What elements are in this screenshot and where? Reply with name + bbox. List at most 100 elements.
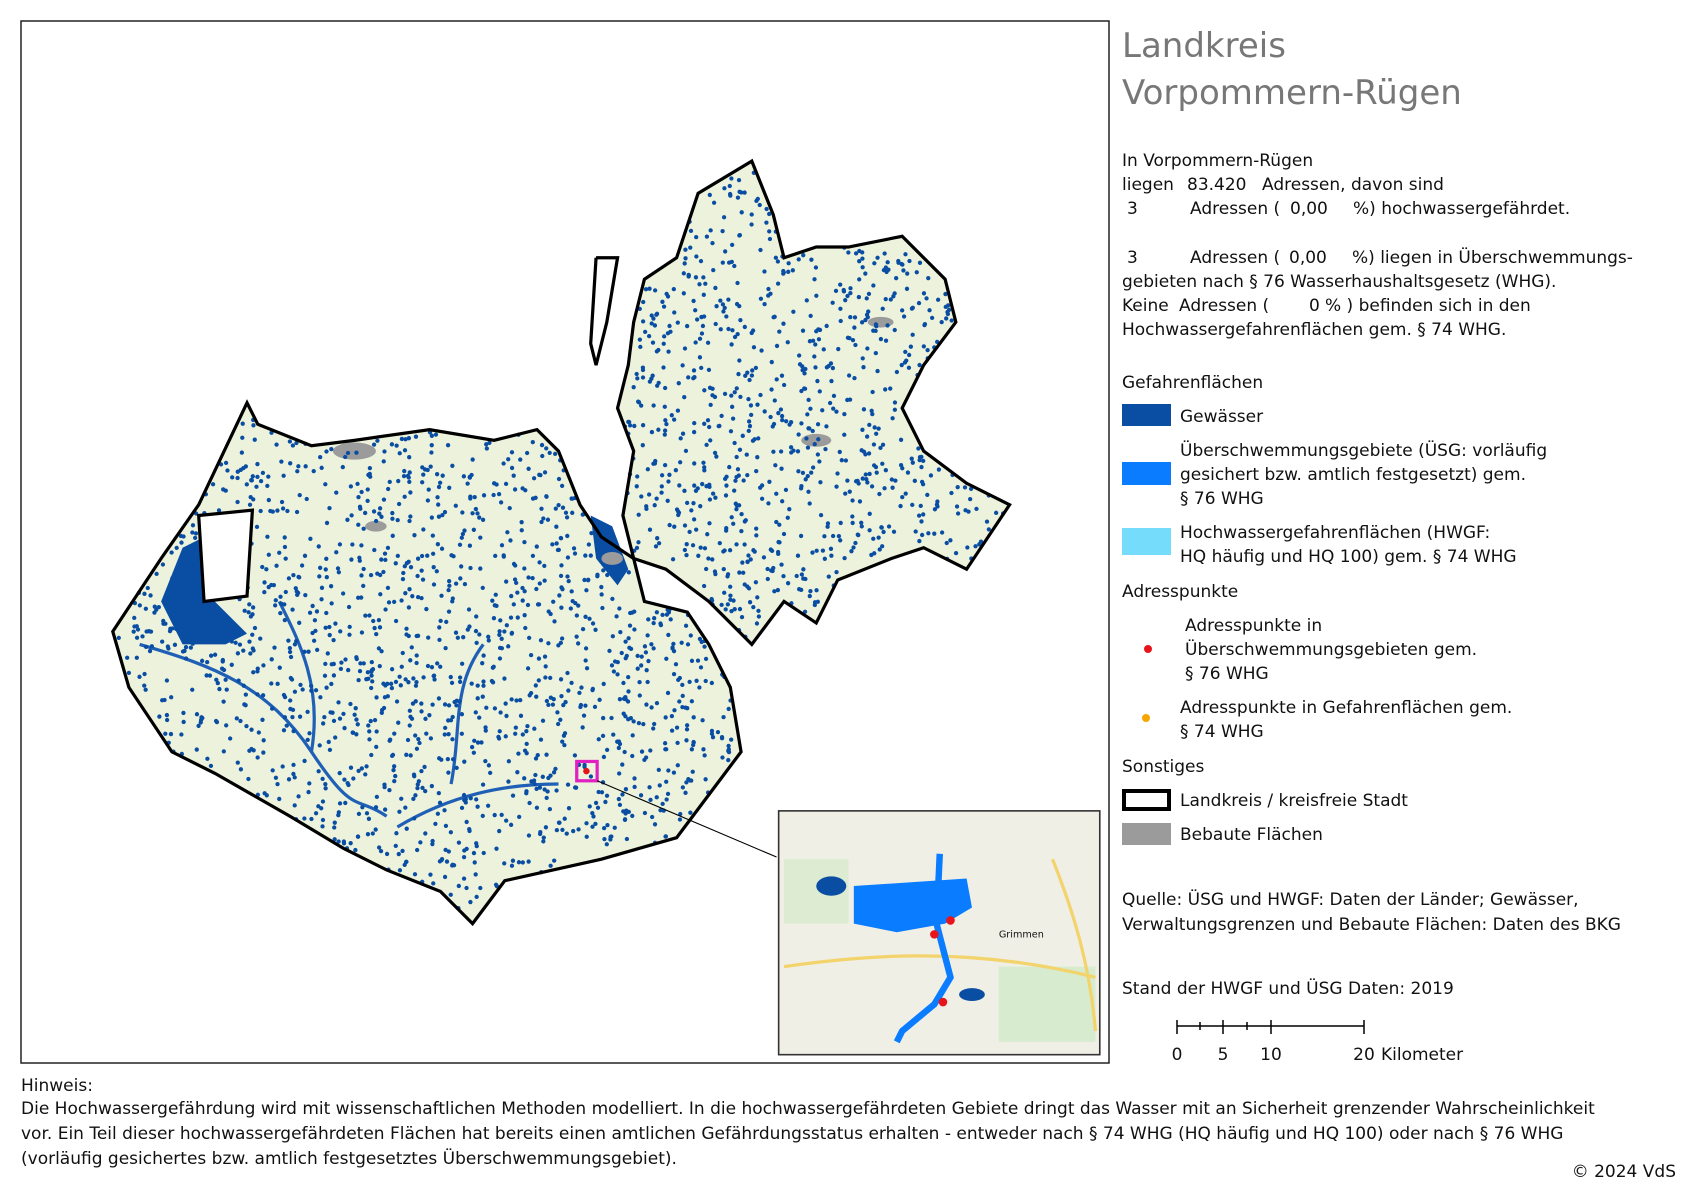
address-point — [329, 681, 334, 687]
address-point — [364, 811, 370, 816]
address-point — [675, 408, 681, 413]
address-point — [574, 613, 579, 618]
address-point — [294, 509, 300, 515]
address-point — [279, 459, 284, 464]
address-point — [359, 630, 365, 635]
address-point — [677, 817, 683, 822]
address-point — [378, 848, 384, 854]
address-point — [845, 335, 851, 340]
address-point — [434, 569, 439, 574]
address-point — [799, 484, 804, 489]
address-point — [363, 613, 368, 618]
address-point — [649, 814, 655, 820]
address-point — [270, 706, 275, 711]
address-point — [831, 406, 836, 411]
address-point — [261, 663, 266, 668]
address-point — [619, 650, 624, 656]
address-point — [462, 759, 467, 764]
address-point — [830, 365, 836, 371]
address-point — [481, 653, 486, 658]
built-area — [867, 316, 894, 328]
address-point — [286, 638, 291, 643]
address-point — [584, 834, 589, 839]
address-point — [644, 506, 649, 512]
address-point — [492, 603, 497, 608]
source: Verwaltungsgrenzen und Bebaute Flächen: … — [1122, 915, 1621, 935]
address-point — [427, 713, 432, 718]
address-point — [869, 552, 874, 558]
address-point — [408, 658, 413, 663]
address-point — [542, 654, 548, 659]
address-point — [297, 575, 302, 580]
address-point — [662, 428, 668, 433]
address-point — [758, 247, 763, 253]
address-point — [611, 732, 616, 737]
address-point — [413, 434, 419, 439]
address-point — [264, 793, 269, 798]
address-point — [742, 582, 747, 587]
address-point — [722, 305, 727, 311]
address-point — [501, 461, 506, 466]
address-point — [688, 810, 693, 815]
address-point — [294, 639, 299, 644]
address-point — [903, 252, 908, 257]
address-point — [708, 402, 713, 408]
address-point — [810, 428, 815, 434]
address-point — [307, 731, 312, 736]
address-point — [564, 831, 569, 836]
address-point — [473, 872, 478, 877]
address-point — [504, 623, 509, 628]
address-point — [323, 781, 328, 787]
address-point — [723, 476, 728, 482]
address-point — [893, 276, 899, 281]
address-point — [486, 634, 491, 639]
address-point — [723, 493, 729, 498]
address-point — [487, 440, 492, 445]
address-point — [143, 644, 149, 650]
address-point — [324, 575, 329, 580]
district-boundary — [615, 158, 1012, 647]
address-point — [405, 737, 411, 743]
address-point — [467, 826, 472, 832]
address-point — [522, 748, 528, 753]
address-point — [601, 754, 607, 760]
address-point — [684, 780, 689, 785]
address-point — [917, 260, 923, 265]
address-point — [205, 659, 210, 665]
address-point — [412, 816, 417, 821]
address-point — [710, 386, 715, 391]
address-point — [764, 220, 769, 225]
address-point — [183, 645, 189, 650]
address-point — [331, 637, 336, 643]
address-point — [699, 331, 705, 336]
address-point — [477, 715, 482, 720]
address-point — [610, 634, 615, 639]
address-point — [247, 502, 253, 507]
address-point — [204, 673, 209, 678]
address-point — [350, 730, 356, 735]
address-point — [140, 634, 145, 639]
address-point — [435, 495, 440, 500]
address-point — [885, 323, 890, 328]
address-point — [292, 689, 298, 694]
address-point — [921, 344, 927, 349]
address-point — [255, 755, 260, 760]
address-point — [730, 328, 735, 333]
address-point — [595, 805, 601, 810]
address-point — [444, 619, 449, 624]
address-point — [693, 488, 699, 493]
address-point — [775, 281, 781, 286]
address-point — [566, 688, 571, 693]
address-point — [908, 344, 914, 349]
address-point — [867, 528, 872, 533]
address-point — [729, 737, 734, 742]
address-point — [254, 524, 260, 530]
address-point — [883, 468, 888, 473]
address-point — [762, 409, 767, 414]
address-point — [392, 778, 397, 784]
address-point — [402, 468, 407, 474]
legend-swatch — [1122, 462, 1171, 485]
address-point — [243, 703, 248, 708]
address-point — [457, 542, 463, 547]
address-point — [181, 719, 186, 725]
